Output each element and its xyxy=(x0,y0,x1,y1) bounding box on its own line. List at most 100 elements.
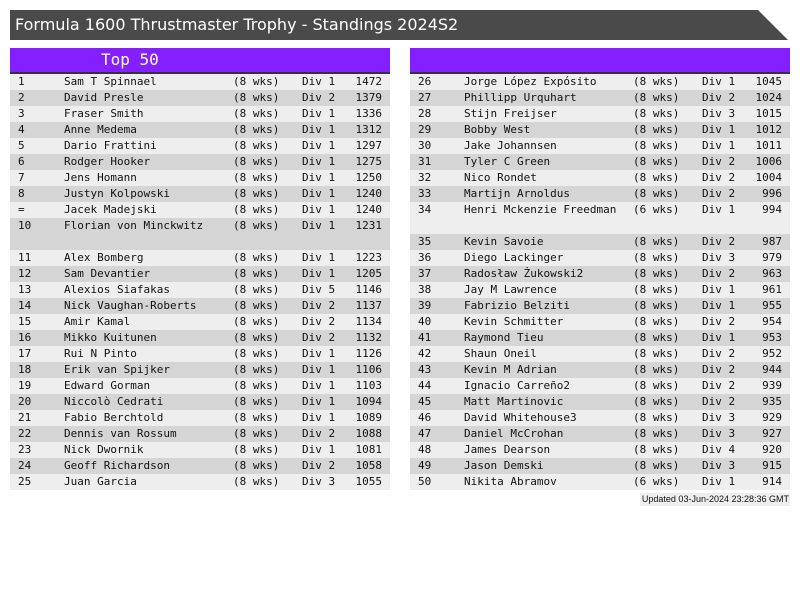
rank-cell: 8 xyxy=(18,187,25,200)
rank-cell: 39 xyxy=(418,299,432,312)
table-row: 40 Kevin Schmitter (8 wks) Div 2 954 xyxy=(410,314,790,330)
rank-cell: 13 xyxy=(18,283,32,296)
weeks-cell: (8 wks) xyxy=(633,75,680,88)
rank-cell: 34 xyxy=(418,203,432,216)
division-cell: Div 2 xyxy=(702,155,736,168)
driver-name-cell: Phillipp Urquhart xyxy=(464,91,577,104)
division-cell: Div 3 xyxy=(702,411,736,424)
table-row: 31 Tyler C Green (8 wks) Div 2 1006 xyxy=(410,154,790,170)
division-cell: Div 2 xyxy=(702,315,736,328)
weeks-cell: (8 wks) xyxy=(233,331,280,344)
driver-name-cell: Dario Frattini xyxy=(64,139,157,152)
rank-cell: 36 xyxy=(418,251,432,264)
score-cell: 929 xyxy=(762,411,782,424)
division-cell: Div 1 xyxy=(302,139,336,152)
rank-cell: 48 xyxy=(418,443,432,456)
score-cell: 1015 xyxy=(755,107,783,120)
score-cell: 994 xyxy=(762,203,782,216)
division-cell: Div 1 xyxy=(302,203,336,216)
weeks-cell: (8 wks) xyxy=(233,283,280,296)
table-row: 15 Amir Kamal (8 wks) Div 2 1134 xyxy=(10,314,390,330)
table-row: 27 Phillipp Urquhart (8 wks) Div 2 1024 xyxy=(410,90,790,106)
table-row: 1 Sam T Spinnael (8 wks) Div 1 1472 xyxy=(10,74,390,90)
rank-cell: 45 xyxy=(418,395,432,408)
division-cell: Div 2 xyxy=(702,171,736,184)
driver-name-cell: Nico Rondet xyxy=(464,171,537,184)
table-row: 21 Fabio Berchtold (8 wks) Div 1 1089 xyxy=(10,410,390,426)
weeks-cell: (8 wks) xyxy=(633,459,680,472)
driver-name-cell: Martijn Arnoldus xyxy=(464,187,570,200)
table-row: = Jacek Madejski (8 wks) Div 1 1240 xyxy=(10,202,390,218)
table-row: 3 Fraser Smith (8 wks) Div 1 1336 xyxy=(10,106,390,122)
title-bar: Formula 1600 Thrustmaster Trophy - Stand… xyxy=(10,10,788,40)
rank-cell: 4 xyxy=(18,123,25,136)
driver-name-cell: Jay M Lawrence xyxy=(464,283,557,296)
table-header-title: Top 50 xyxy=(101,50,159,69)
division-cell: Div 3 xyxy=(302,475,336,488)
weeks-cell: (8 wks) xyxy=(633,235,680,248)
driver-name-cell: Alexios Siafakas xyxy=(64,283,170,296)
rank-cell: 41 xyxy=(418,331,432,344)
driver-name-cell: Jason Demski xyxy=(464,459,544,472)
division-cell: Div 1 xyxy=(302,251,336,264)
driver-name-cell: David Whitehouse3 xyxy=(464,411,577,424)
division-cell: Div 2 xyxy=(702,267,736,280)
score-cell: 1011 xyxy=(755,139,783,152)
rank-cell: 19 xyxy=(18,379,32,392)
weeks-cell: (8 wks) xyxy=(633,427,680,440)
score-cell: 935 xyxy=(762,395,782,408)
table-row: 41 Raymond Tieu (8 wks) Div 1 953 xyxy=(410,330,790,346)
weeks-cell: (8 wks) xyxy=(633,379,680,392)
weeks-cell: (8 wks) xyxy=(633,251,680,264)
division-cell: Div 1 xyxy=(302,363,336,376)
score-cell: 1205 xyxy=(355,267,383,280)
score-cell: 955 xyxy=(762,299,782,312)
division-cell: Div 1 xyxy=(702,203,736,216)
table-row: 36 Diego Lackinger (8 wks) Div 3 979 xyxy=(410,250,790,266)
division-cell: Div 1 xyxy=(702,299,736,312)
driver-name-cell: Nick Vaughan-Roberts xyxy=(64,299,197,312)
score-cell: 1126 xyxy=(355,347,383,360)
table-row: 50 Nikita Abramov (6 wks) Div 1 914 xyxy=(410,474,790,490)
driver-name-cell: Geoff Richardson xyxy=(64,459,170,472)
weeks-cell: (8 wks) xyxy=(233,299,280,312)
table-row: 20 Niccolò Cedrati (8 wks) Div 1 1094 xyxy=(10,394,390,410)
weeks-cell: (8 wks) xyxy=(633,299,680,312)
table-row: 32 Nico Rondet (8 wks) Div 2 1004 xyxy=(410,170,790,186)
weeks-cell: (8 wks) xyxy=(233,251,280,264)
division-cell: Div 1 xyxy=(702,123,736,136)
driver-name-cell: Erik van Spijker xyxy=(64,363,170,376)
table-row: 18 Erik van Spijker (8 wks) Div 1 1106 xyxy=(10,362,390,378)
weeks-cell: (8 wks) xyxy=(233,123,280,136)
score-cell: 1250 xyxy=(355,171,383,184)
division-cell: Div 2 xyxy=(302,459,336,472)
rank-cell: 40 xyxy=(418,315,432,328)
driver-name-cell: Nick Dwornik xyxy=(64,443,144,456)
score-cell: 1089 xyxy=(355,411,383,424)
division-cell: Div 2 xyxy=(702,395,736,408)
weeks-cell: (8 wks) xyxy=(233,155,280,168)
weeks-cell: (8 wks) xyxy=(233,411,280,424)
rank-cell: 44 xyxy=(418,379,432,392)
weeks-cell: (8 wks) xyxy=(633,315,680,328)
weeks-cell: (8 wks) xyxy=(633,363,680,376)
driver-name-cell: Daniel McCrohan xyxy=(464,427,564,440)
driver-name-cell: Shaun Oneil xyxy=(464,347,537,360)
division-cell: Div 1 xyxy=(302,155,336,168)
weeks-cell: (8 wks) xyxy=(633,331,680,344)
division-cell: Div 3 xyxy=(702,459,736,472)
division-cell: Div 3 xyxy=(702,427,736,440)
table-row: 38 Jay M Lawrence (8 wks) Div 1 961 xyxy=(410,282,790,298)
score-cell: 1312 xyxy=(355,123,383,136)
table-row: 30 Jake Johannsen (8 wks) Div 1 1011 xyxy=(410,138,790,154)
table-row: 48 James Dearson (8 wks) Div 4 920 xyxy=(410,442,790,458)
driver-name-cell: Bobby West xyxy=(464,123,531,136)
rank-cell: 7 xyxy=(18,171,25,184)
division-cell: Div 1 xyxy=(302,187,336,200)
score-cell: 1045 xyxy=(755,75,783,88)
driver-name-cell: Niccolò Cedrati xyxy=(64,395,164,408)
score-cell: 944 xyxy=(762,363,782,376)
table-row: 8 Justyn Kolpowski (8 wks) Div 1 1240 xyxy=(10,186,390,202)
score-cell: 1088 xyxy=(355,427,383,440)
driver-name-cell: Kevin Savoie xyxy=(464,235,544,248)
